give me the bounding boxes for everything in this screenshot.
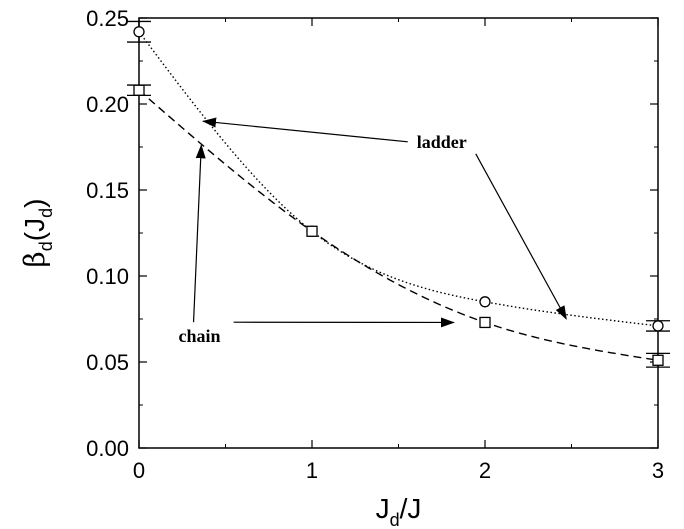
y-axis-label-sub1: d — [36, 241, 56, 251]
y-axis-label-open: (J — [19, 218, 50, 241]
y-axis-label: βd(Jd) — [18, 199, 56, 268]
tick-labels: 0.00 0.05 0.10 0.15 0.20 0.25 0 1 2 3 — [86, 6, 664, 483]
x-tick-label: 2 — [479, 458, 491, 483]
point-ladder — [133, 26, 145, 38]
x-axis-label-sub: d — [390, 510, 400, 529]
point-chain — [306, 225, 318, 237]
series-line-ladder — [139, 31, 658, 327]
y-tick-label: 0.15 — [86, 178, 129, 203]
annotation-arrow-chain — [192, 144, 206, 323]
series-line-chain — [139, 89, 658, 361]
plot-frame — [138, 17, 659, 449]
series-layer — [139, 31, 658, 361]
y-tick-label: 0.20 — [86, 92, 129, 117]
point-chain — [133, 84, 145, 96]
annotation-arrow-ladder — [475, 153, 567, 320]
x-tick-label: 3 — [652, 458, 664, 483]
x-axis-label-main: J — [376, 493, 390, 524]
annotation-ladder: ladder — [417, 132, 467, 152]
point-chain — [479, 316, 491, 329]
annotation-arrow-ladder — [202, 117, 408, 143]
y-tick-label: 0.10 — [86, 264, 129, 289]
point-ladder — [652, 320, 664, 332]
point-ladder — [479, 296, 491, 308]
axis-ticks — [138, 17, 659, 449]
y-tick-label: 0.25 — [86, 6, 129, 31]
x-tick-label: 1 — [306, 458, 318, 483]
y-axis-label-sub2: d — [36, 208, 56, 218]
y-axis-label-close: ) — [19, 199, 50, 208]
y-tick-label: 0.00 — [86, 436, 129, 461]
point-chain — [652, 354, 664, 366]
y-axis-label-beta: β — [18, 251, 51, 267]
x-tick-label: 0 — [133, 458, 145, 483]
annotation-layer: ladder chain — [179, 117, 567, 346]
annotation-chain: chain — [179, 326, 221, 346]
marker-layer — [127, 20, 670, 368]
x-axis-label: Jd/J — [376, 493, 422, 529]
x-axis-label-rest: /J — [400, 493, 422, 524]
y-tick-label: 0.05 — [86, 350, 129, 375]
